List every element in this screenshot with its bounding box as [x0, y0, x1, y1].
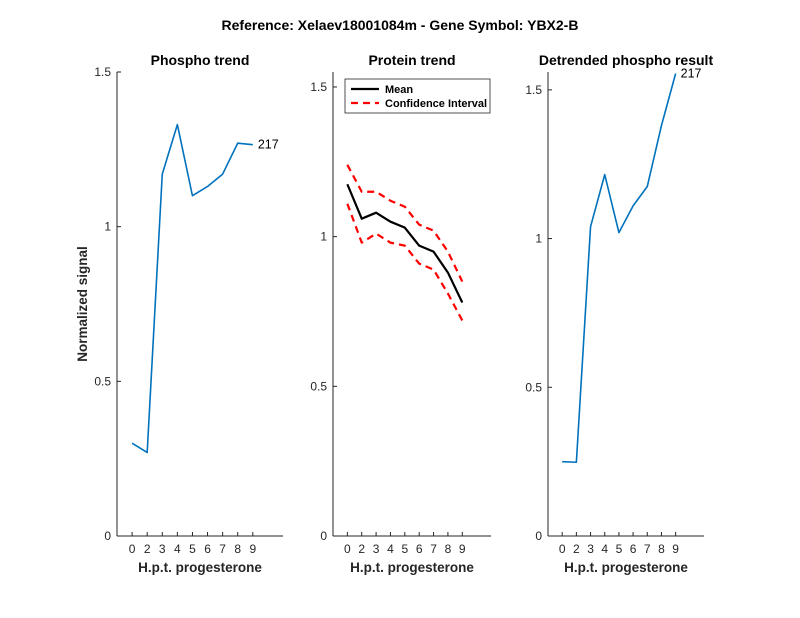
detrended-phospho-result-x-tick-label: 9 [672, 542, 679, 556]
protein-trend-y-tick-label: 0 [320, 529, 327, 543]
detrended-phospho-result-x-axis-label: H.p.t. progesterone [564, 560, 688, 575]
protein-trend-x-tick-label: 2 [358, 542, 365, 556]
detrended-phospho-result-y-tick-label: 1.5 [525, 83, 542, 97]
detrended-phospho-result-point-annotation: 217 [681, 66, 702, 80]
protein-trend-y-tick-label: 1.5 [310, 80, 327, 94]
phospho-trend-x-tick-label: 5 [189, 542, 196, 556]
phospho-trend-y-axis-label: Normalized signal [75, 246, 90, 362]
protein-trend-x-tick-label: 0 [344, 542, 351, 556]
phospho-trend-x-axis-label: H.p.t. progesterone [138, 560, 262, 575]
phospho-trend-x-tick-label: 0 [129, 542, 136, 556]
protein-trend-x-tick-label: 8 [445, 542, 452, 556]
protein-trend-series-line-mean [346, 183, 464, 303]
phospho-trend-point-annotation: 217 [258, 138, 279, 152]
phospho-trend-y-tick-label: 1 [104, 220, 111, 234]
figure-suptitle: Reference: Xelaev18001084m - Gene Symbol… [222, 17, 579, 33]
detrended-phospho-result-x-tick-label: 2 [573, 542, 580, 556]
detrended-phospho-result-y-tick-label: 0 [535, 529, 542, 543]
phospho-trend-y-tick-label: 0.5 [94, 374, 111, 388]
phospho-trend-x-tick-label: 4 [174, 542, 181, 556]
detrended-phospho-result-x-tick-label: 8 [658, 542, 665, 556]
protein-trend-series-line-confidence-interval-2 [346, 203, 464, 321]
protein-trend-title: Protein trend [368, 52, 455, 68]
phospho-trend-series-line-data [131, 123, 253, 454]
protein-trend-x-tick-label: 4 [387, 542, 394, 556]
detrended-phospho-result-x-tick-label: 4 [601, 542, 608, 556]
phospho-trend-x-tick-label: 3 [159, 542, 166, 556]
phospho-trend-x-tick-label: 6 [204, 542, 211, 556]
detrended-phospho-result-title: Detrended phospho result [539, 52, 714, 68]
protein-trend-legend: Mean Confidence Interval [344, 78, 491, 114]
protein-trend-x-tick-label: 6 [416, 542, 423, 556]
detrended-phospho-result-y-tick-label: 1 [535, 232, 542, 246]
protein-trend-x-tick-label: 7 [430, 542, 437, 556]
detrended-phospho-result-x-tick-label: 3 [587, 542, 594, 556]
phospho-trend-x-tick-label: 7 [219, 542, 226, 556]
phospho-trend-title: Phospho trend [151, 52, 250, 68]
detrended-phospho-result-y-tick-label: 0.5 [525, 380, 542, 394]
detrended-phospho-result-x-tick-label: 0 [559, 542, 566, 556]
protein-trend-series-line-confidence-interval-1 [346, 164, 464, 283]
detrended-phospho-result-series-line-data [562, 73, 677, 464]
protein-trend-y-tick-label: 0.5 [310, 379, 327, 393]
detrended-phospho-result-x-tick-label: 7 [644, 542, 651, 556]
detrended-phospho-result-x-tick-label: 5 [616, 542, 623, 556]
phospho-trend-x-tick-label: 9 [249, 542, 256, 556]
protein-trend-y-tick-label: 1 [320, 230, 327, 244]
protein-trend-x-tick-label: 5 [401, 542, 408, 556]
protein-trend-x-tick-label: 9 [459, 542, 466, 556]
phospho-trend-x-tick-label: 8 [234, 542, 241, 556]
phospho-trend-y-tick-label: 1.5 [94, 65, 111, 79]
protein-trend-x-tick-label: 3 [373, 542, 380, 556]
detrended-phospho-result-x-tick-label: 6 [630, 542, 637, 556]
phospho-trend-y-tick-label: 0 [104, 529, 111, 543]
legend-box [344, 78, 491, 114]
phospho-trend-x-tick-label: 2 [144, 542, 151, 556]
legend-label-confidence-interval: Confidence Interval [385, 98, 487, 110]
protein-trend-x-axis-label: H.p.t. progesterone [350, 560, 474, 575]
legend-label-mean: Mean [385, 84, 413, 96]
